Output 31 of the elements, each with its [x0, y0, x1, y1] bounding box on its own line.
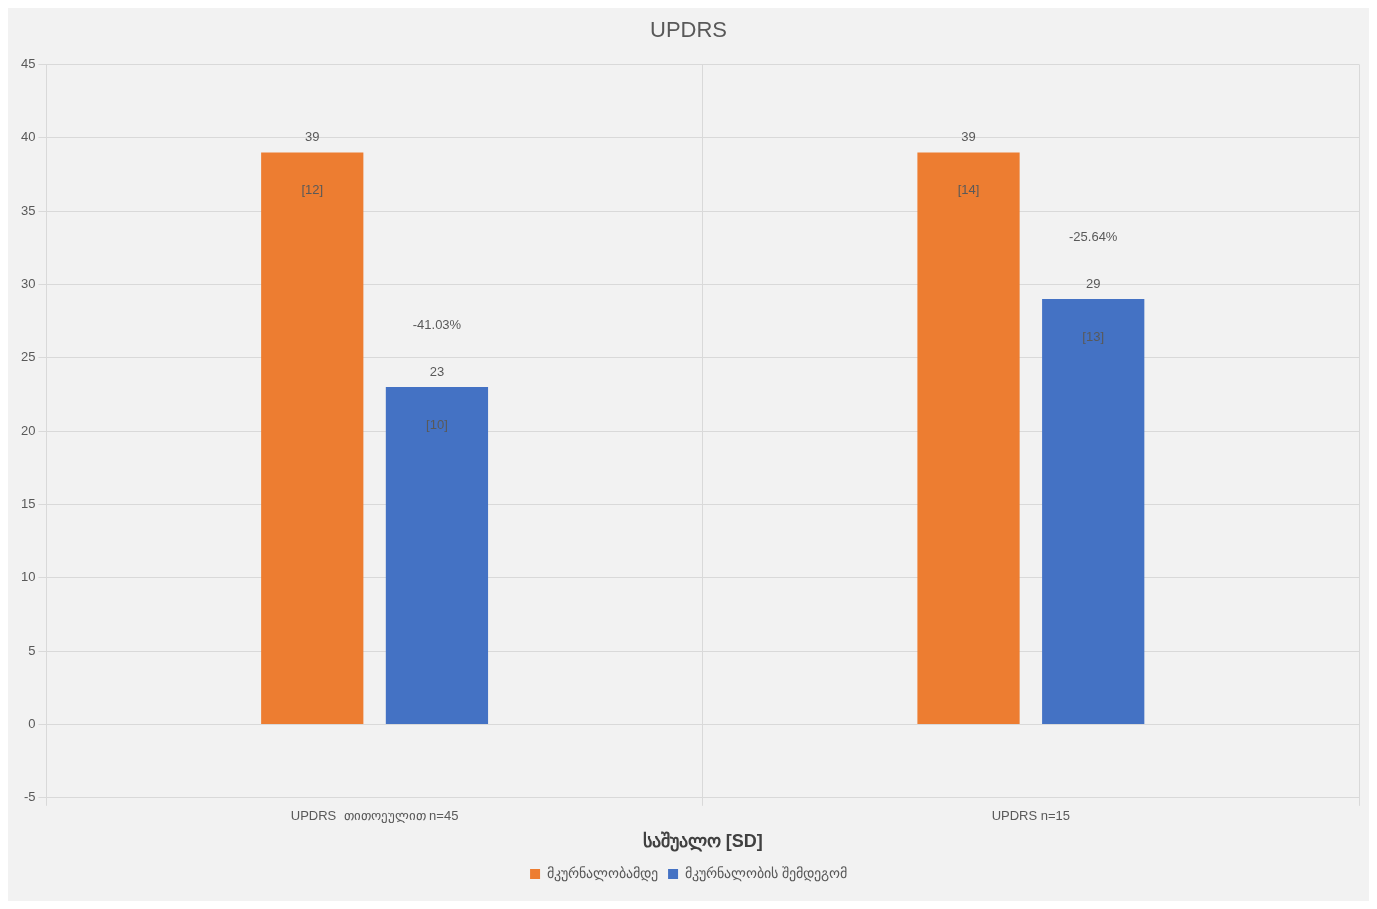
y-tick-label: 45 [20, 55, 36, 71]
y-tick-label: 20 [20, 422, 36, 438]
annotation: [10] [426, 416, 448, 432]
annotation: -41.03% [412, 316, 462, 332]
data-label: 29 [1085, 276, 1101, 292]
x-tick-label: UPDRS n=15 [991, 808, 1071, 824]
annotation: -25.64% [1069, 228, 1118, 244]
annotation: [12] [301, 181, 324, 197]
data-label: 39 [961, 129, 976, 145]
bar [261, 152, 364, 724]
y-tick-label: 10 [20, 569, 36, 585]
bar [917, 152, 1020, 724]
y-tick-label: 5 [28, 642, 36, 658]
y-tick-label: -5 [23, 789, 36, 805]
data-label: 23 [429, 364, 445, 380]
data-label: 39 [305, 129, 320, 145]
y-tick-label: 40 [20, 129, 36, 145]
y-tick-label: 30 [20, 276, 36, 291]
y-tick-label: 15 [20, 496, 36, 512]
x-tick-label: UPDRS თითოეულით n=45 [290, 808, 459, 825]
legend-label: მკურნალობამდე [547, 864, 659, 882]
y-tick-label: 25 [20, 349, 36, 365]
y-tick-label: 35 [20, 202, 36, 218]
bar [385, 387, 489, 724]
chart-title: UPDRS [649, 17, 728, 43]
annotation: [13] [1082, 328, 1105, 344]
annotation: [14] [957, 181, 980, 197]
y-tick-label: 0 [28, 716, 36, 732]
x-axis-title: საშუალო [SD] [642, 831, 763, 853]
bar [1042, 299, 1145, 724]
legend-label: მკურნალობის შემდეგომ [685, 864, 847, 882]
